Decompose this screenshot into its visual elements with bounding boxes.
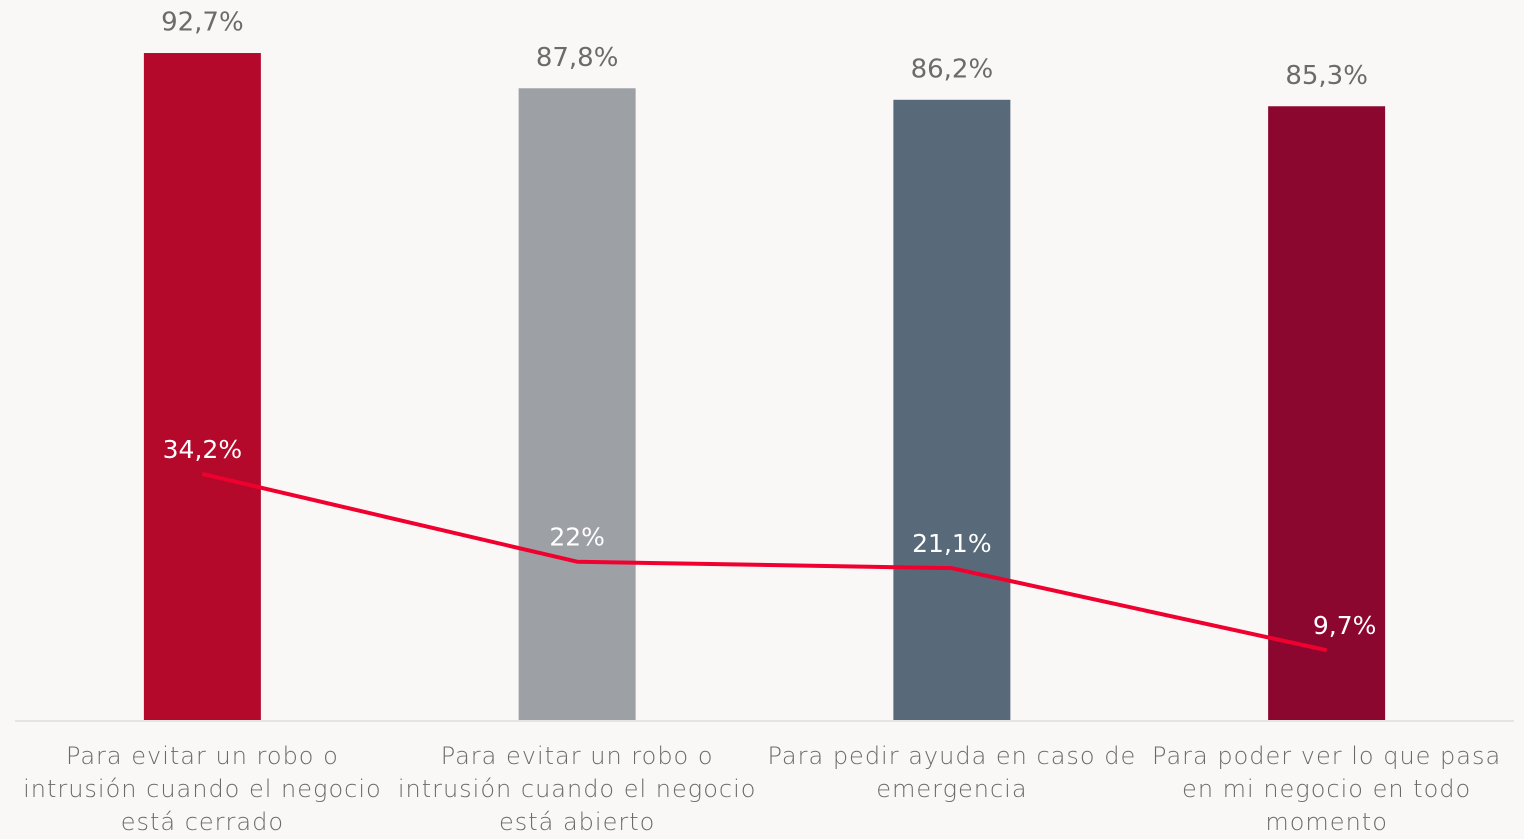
x-tick-label: Para evitar un robo o intrusión cuando e… [397,742,757,836]
x-tick-label: Para pedir ayuda en caso de emergencia [767,742,1137,803]
bar [893,99,1011,720]
line [201,471,1328,653]
bar [1268,106,1386,721]
bar [143,53,261,720]
x-tick-label: Para poder ver lo que pasa en mi negocio… [1152,742,1502,836]
x-tick-label: Para evitar un robo o intrusión cuando e… [23,742,382,836]
bar-value-label: 85,3% [1285,61,1368,91]
bar-value-label: 87,8% [536,43,619,73]
line-value-label: 34,2% [163,435,242,464]
bar [518,88,636,721]
line-value-label: 22% [549,523,605,552]
line-value-label: 21,1% [912,529,991,558]
line-value-label: 9,7% [1313,611,1377,640]
bar-value-label: 86,2% [911,54,994,84]
bar-value-label: 92,7% [161,8,244,38]
